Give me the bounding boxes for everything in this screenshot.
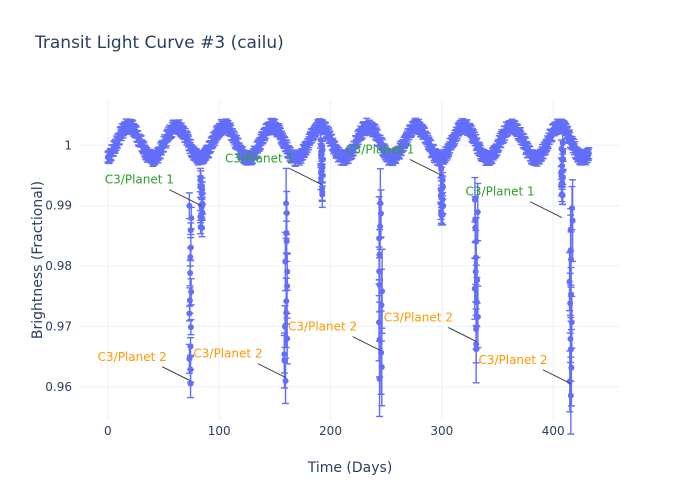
transit-point	[284, 283, 291, 290]
y-tick-label: 1	[64, 138, 72, 152]
x-tick-label: 100	[208, 424, 231, 438]
transit-point	[319, 191, 326, 198]
transit-point	[282, 377, 289, 384]
baseline-point	[585, 150, 592, 157]
data-points	[104, 117, 593, 435]
annotation-arrow	[409, 159, 443, 176]
annotation-label: C3/Planet 1	[345, 142, 414, 156]
transit-point	[186, 297, 193, 304]
y-tick-label: 0.97	[45, 319, 72, 333]
x-tick-label: 0	[104, 424, 112, 438]
transit-point	[558, 181, 565, 188]
transit-point	[281, 323, 288, 330]
transit-point	[187, 380, 194, 387]
x-tick-label: 200	[319, 424, 342, 438]
annotation-label: C3/Planet 2	[193, 347, 262, 361]
annotation-arrow	[169, 189, 202, 207]
transit-point	[188, 288, 195, 295]
annotation-label: C3/Planet 1	[105, 173, 174, 187]
transit-point	[376, 375, 383, 382]
chart-title: Transit Light Curve #3 (cailu)	[35, 33, 284, 53]
transit-point	[567, 392, 574, 399]
transit-point	[378, 364, 385, 371]
transit-point	[187, 227, 194, 234]
transit-point	[283, 238, 290, 245]
y-tick-label: 0.96	[45, 380, 72, 394]
transit-point	[188, 215, 195, 222]
annotation-arrow	[448, 327, 477, 342]
annotation-label: C3/Planet 2	[478, 353, 547, 367]
transit-point	[197, 224, 204, 231]
y-tick-label: 0.99	[45, 199, 72, 213]
transit-point	[187, 269, 194, 276]
x-tick-label: 400	[542, 424, 565, 438]
transit-point	[474, 209, 481, 216]
transit-point	[284, 335, 291, 342]
transit-point	[377, 223, 384, 230]
axes: 0 100 200 300 400 0.96 0.97 0.98 0.99 1 Time (Days…	[30, 138, 565, 476]
annotation-label: C3/Planet 2	[288, 320, 357, 334]
annotation-label: C3/Planet 1	[225, 152, 294, 166]
annotation-arrow	[542, 369, 572, 385]
annotation-label: C3/Planet 1	[466, 185, 535, 199]
transit-point	[559, 192, 566, 199]
transit-point	[473, 346, 480, 353]
annotation-arrow	[257, 363, 287, 379]
y-tick-label: 0.98	[45, 259, 72, 273]
transit-point	[186, 310, 193, 317]
transit-point	[187, 253, 194, 260]
transit-point	[568, 319, 575, 326]
annotation-arrow	[289, 168, 322, 185]
transit-point	[187, 324, 194, 331]
annotation-label: C3/Planet 2	[98, 350, 167, 364]
transit-point	[438, 211, 445, 218]
annotation-arrow	[529, 201, 563, 219]
x-axis-label: Time (Days)	[307, 460, 393, 476]
annotation-label: C3/Planet 2	[384, 311, 453, 325]
transit-point	[473, 299, 480, 306]
y-axis-label: Brightness (Fractional)	[30, 181, 46, 339]
annotation-arrow	[162, 366, 191, 382]
annotation-arrow	[352, 336, 381, 352]
annotations: C3/Planet 1 C3/Planet 1 C3/Planet 1 C3/Plan…	[98, 142, 572, 385]
x-tick-label: 300	[430, 424, 453, 438]
